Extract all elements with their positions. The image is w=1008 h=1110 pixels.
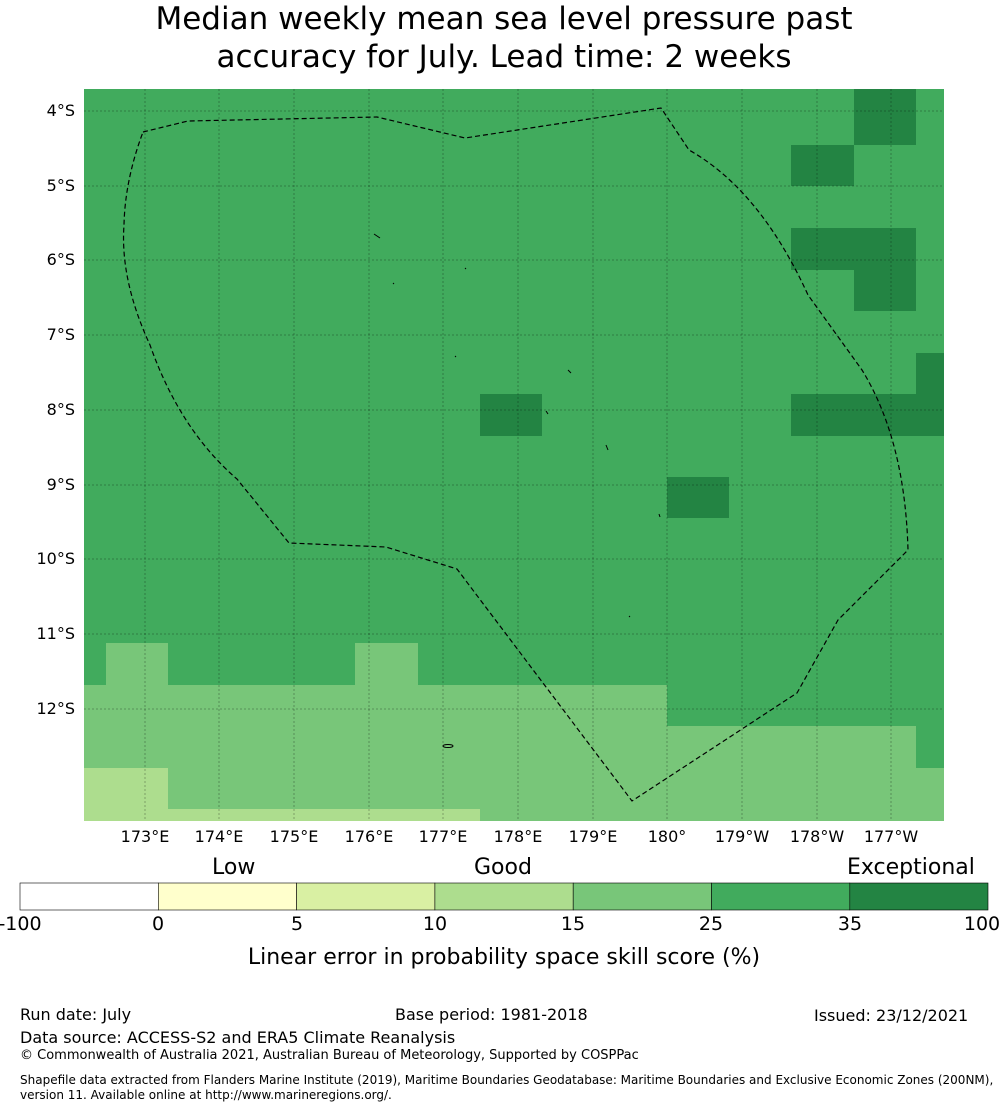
title-line-1: Median weekly mean sea level pressure pa…	[155, 1, 853, 37]
islands	[373, 233, 661, 748]
colorbar-tick: 10	[422, 913, 448, 935]
island	[628, 615, 631, 618]
colorbar-tick: 35	[837, 913, 863, 935]
colorbar-tick: 15	[560, 913, 586, 935]
base-period: Base period: 1981-2018	[395, 1005, 588, 1024]
lat-label: 5°S	[46, 176, 75, 195]
lon-label: 180°	[647, 827, 687, 846]
moderate-cells	[84, 768, 480, 821]
gridlines	[84, 89, 944, 821]
colorbar-segment	[434, 882, 574, 911]
eez-boundary	[122, 107, 909, 802]
colorbar-segment	[296, 882, 436, 911]
category-exceptional: Exceptional	[847, 855, 975, 880]
island	[567, 369, 572, 374]
colorbar-label: Linear error in probability space skill …	[247, 945, 761, 970]
lon-label: 178°E	[493, 827, 543, 846]
colorbar-tick: -100	[0, 913, 42, 935]
colorbar-tick: 100	[963, 913, 1001, 935]
cell-exceptional	[791, 394, 944, 436]
island	[442, 744, 454, 748]
island	[454, 355, 457, 358]
island	[545, 410, 549, 415]
cell-exceptional	[916, 353, 944, 394]
lon-label: 177°E	[418, 827, 468, 846]
lon-label: 175°E	[269, 827, 319, 846]
cell-exceptional	[667, 477, 729, 518]
cell-exceptional	[791, 228, 916, 270]
cell-good	[355, 643, 418, 685]
map-frame	[84, 89, 944, 821]
lat-label: 11°S	[36, 624, 75, 643]
cell-moderate	[84, 768, 168, 821]
colorbar-tick: 0	[151, 913, 165, 935]
island	[605, 444, 609, 451]
cell-exceptional	[791, 145, 854, 186]
lon-label: 179°W	[714, 827, 770, 846]
lat-label: 7°S	[46, 325, 75, 344]
lon-label: 177°W	[863, 827, 919, 846]
cell-moderate	[168, 809, 480, 821]
colorbar-segment	[572, 882, 712, 911]
colorbar	[19, 882, 989, 911]
lon-label: 176°E	[344, 827, 394, 846]
colorbar-segment	[19, 882, 159, 911]
lat-label: 8°S	[46, 400, 75, 419]
colorbar-segment	[711, 882, 851, 911]
lon-label: 174°E	[194, 827, 244, 846]
lon-label: 179°E	[568, 827, 618, 846]
title-line-2: accuracy for July. Lead time: 2 weeks	[216, 39, 792, 75]
lat-label: 4°S	[46, 101, 75, 120]
cell-exceptional	[854, 89, 916, 145]
cell-good	[916, 768, 944, 821]
colorbar-tick: 25	[698, 913, 724, 935]
map-title: Median weekly mean sea level pressure pa…	[0, 0, 1008, 76]
island	[373, 233, 381, 239]
run-date: Run date: July	[20, 1005, 132, 1024]
issued-date: Issued: 23/12/2021	[814, 1006, 969, 1025]
exceptional-cells	[480, 89, 944, 518]
lon-label: 173°E	[120, 827, 170, 846]
good-cells	[84, 643, 944, 821]
lat-label: 6°S	[46, 250, 75, 269]
lat-label: 12°S	[36, 699, 75, 718]
cell-good	[84, 685, 667, 821]
island	[392, 282, 395, 285]
lat-label: 10°S	[36, 549, 75, 568]
lon-label: 178°W	[789, 827, 845, 846]
cell-exceptional	[854, 270, 916, 311]
lat-label: 9°S	[46, 475, 75, 494]
colorbar-segment	[158, 882, 297, 911]
shapefile-credit-line-2: version 11. Available online at http://w…	[20, 1088, 392, 1102]
category-good: Good	[474, 855, 532, 880]
island	[658, 513, 661, 518]
data-source: Data source: ACCESS-S2 and ERA5 Climate …	[20, 1028, 456, 1047]
island	[464, 267, 467, 270]
category-low: Low	[212, 855, 256, 880]
cell-good	[106, 643, 168, 685]
colorbar-tick: 5	[290, 913, 304, 935]
colorbar-segment	[849, 882, 989, 911]
copyright: © Commonwealth of Australia 2021, Austra…	[20, 1048, 639, 1063]
cell-good	[667, 726, 916, 821]
shapefile-credit-line-1: Shapefile data extracted from Flanders M…	[20, 1073, 994, 1087]
cell-exceptional	[480, 394, 542, 436]
